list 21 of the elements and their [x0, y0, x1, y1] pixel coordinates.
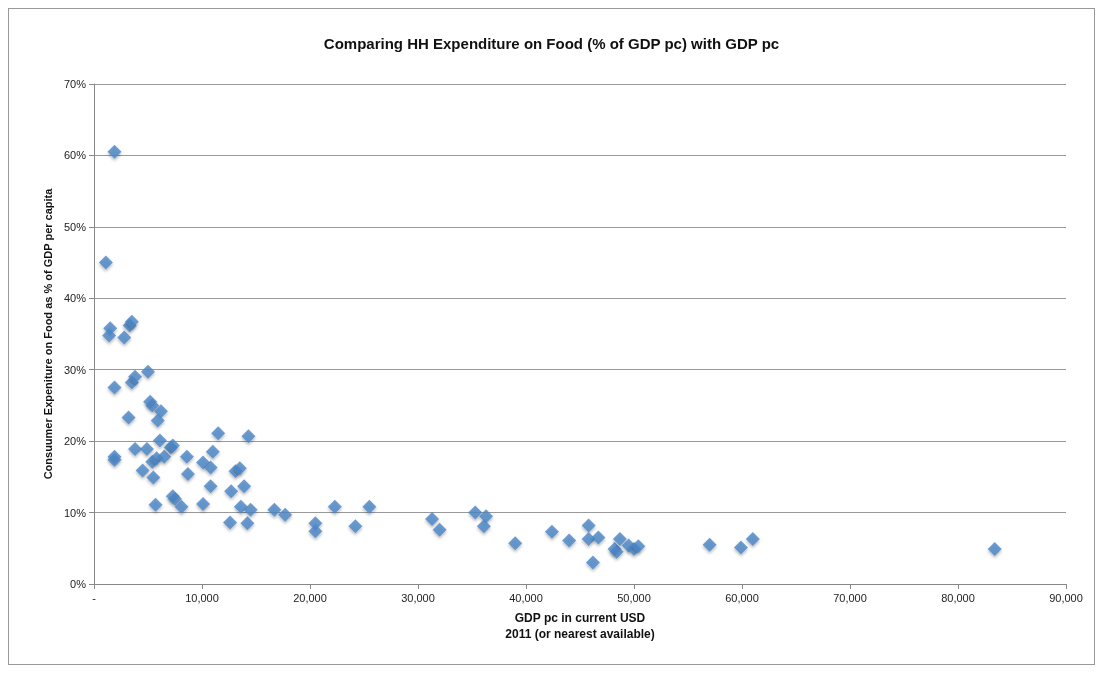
- x-tick-label: 20,000: [293, 591, 327, 604]
- y-tick-label: 40%: [63, 292, 87, 305]
- x-tick-label: 50,000: [617, 591, 651, 604]
- x-axis-title: GDP pc in current USD 2011 (or nearest available): [505, 611, 655, 641]
- x-tick-label: 90,000: [1049, 591, 1083, 604]
- y-tick-label: 50%: [63, 220, 87, 233]
- x-tick-label: 70,000: [833, 591, 867, 604]
- x-tick-label: 30,000: [401, 591, 435, 604]
- x-tick-label: 80,000: [941, 591, 975, 604]
- y-tick-label: 0%: [70, 578, 87, 590]
- y-axis-title: Consuumer Expeniture on Food as % of GDP per capita: [41, 187, 54, 480]
- y-tick-label: 20%: [63, 435, 87, 448]
- y-tick-label: 60%: [63, 149, 87, 162]
- x-tick-label: 40,000: [509, 591, 543, 604]
- y-tick-label: 70%: [63, 78, 87, 90]
- y-tick-label: 30%: [63, 363, 87, 376]
- x-tick-label: 60,000: [725, 591, 759, 604]
- chart-title: Comparing HH Expenditure on Food (% of GDP pc) with GDP pc: [323, 35, 780, 52]
- y-tick-label: 10%: [63, 506, 87, 519]
- x-tick-label: 10,000: [185, 591, 219, 604]
- x-tick-label: -: [92, 591, 97, 604]
